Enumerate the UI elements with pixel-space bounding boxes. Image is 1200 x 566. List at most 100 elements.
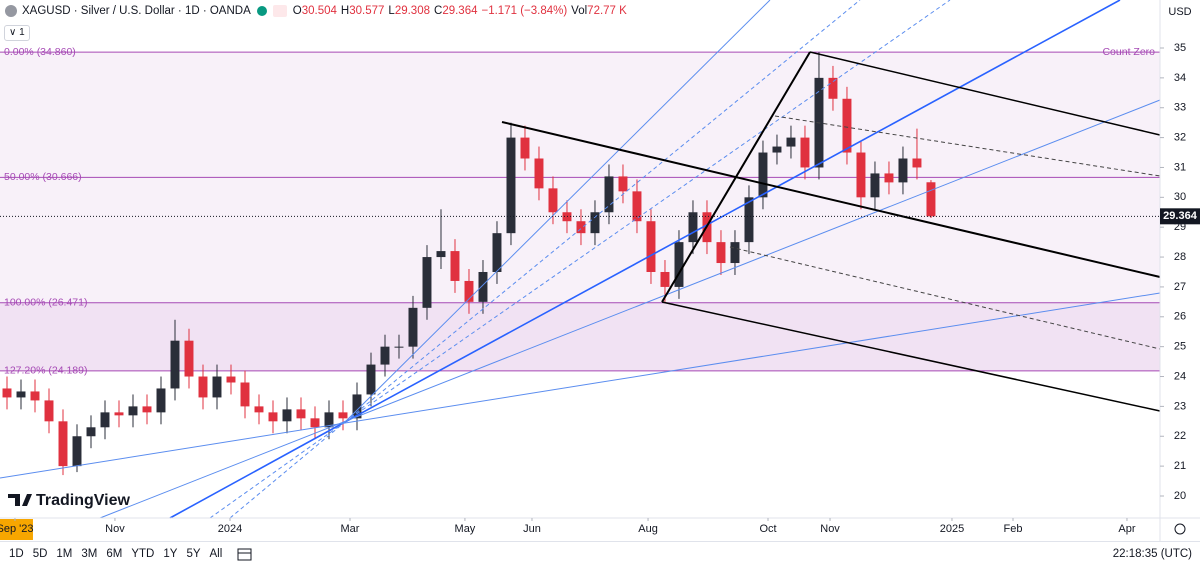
candle-body [758,152,768,198]
pitchfork-dashed [774,115,1161,177]
candle-body [562,212,572,222]
candle-body [674,242,684,287]
legend-row: XAGUSD · Silver / U.S. Dollar · 1D · OAN… [0,0,631,22]
range-button[interactable]: 1M [56,548,73,560]
drawings [0,0,1161,519]
candle-body [254,406,264,413]
indicators-toggle[interactable]: ∨ 1 [4,25,30,41]
candle-body [842,98,852,153]
fan-line [344,0,771,423]
candle-body [296,409,306,419]
x-tick-label: Nov [820,523,840,535]
range-button[interactable]: 3M [81,548,98,560]
x-tick-label: 2025 [940,523,964,535]
range-button[interactable]: 6M [106,548,123,560]
range-buttons: 1D 5D 1M 3M 6M YTD 1Y 5Y All [0,548,222,560]
status-icons [256,5,287,17]
chart: 0.00% (34.860) 50.00% (30.666) 100.00% (26… [0,0,1200,541]
candle-body [226,376,236,383]
y-tick-label: 22 [1174,430,1186,442]
logo-text: TradingView [36,492,131,509]
x-tick-label: Feb [1004,523,1023,535]
candle-body [128,406,138,416]
candle-body [408,307,418,347]
quote-value: 30.504 [301,5,337,17]
candle-body [576,221,586,234]
x-tick-label: Nov [105,523,125,535]
fib-label: 50.00% (30.666) [4,171,82,183]
candle-body [338,412,348,419]
range-button[interactable]: 1D [9,548,24,560]
range-button[interactable]: 5Y [186,548,201,560]
quote-value: −1.171 (−3.84%) [481,5,568,17]
pitchfork-lower [661,301,1161,412]
symbol[interactable]: XAGUSD · Silver / U.S. Dollar · 1D · OAN… [22,5,251,17]
candle-body [366,364,376,395]
quote-key: C [434,5,443,17]
indicator-count: 1 [19,27,25,38]
candle-body [72,436,82,467]
x-tick-label: Aug [638,523,658,535]
candle-body [100,412,110,428]
y-tick-label: 24 [1174,370,1186,382]
range-button[interactable]: YTD [131,548,155,560]
fib-band [0,52,1160,178]
candle-body [170,340,180,389]
candle-body [884,173,894,183]
range-button[interactable]: 5D [32,548,48,560]
candle-body [184,340,194,377]
candle-body [44,400,54,422]
fan-line [229,421,346,519]
last-price-badge [1160,208,1200,225]
candle-body [352,394,362,419]
fan-line [344,0,861,423]
quote-value: 29.364 [442,5,478,17]
range-button[interactable]: 1Y [163,548,178,560]
range-button[interactable]: All [209,548,223,560]
y-tick-label: 27 [1174,281,1186,293]
candle-body [268,412,278,422]
candle-layer [2,52,936,476]
y-tick-label: 30 [1174,191,1186,203]
candle-body [240,382,250,407]
y-tick-label: 34 [1174,72,1186,84]
pitchfork-median [501,121,1161,278]
candle-body [688,212,698,243]
candle-body [716,242,726,264]
candle-body [450,251,460,281]
candle-body [198,376,208,398]
x-tick-label: Oct [759,523,776,535]
currency: USD [1168,6,1191,18]
candle-body [660,271,670,287]
candle-body [534,158,544,189]
fib-band [0,177,1160,303]
quote-key: L [388,5,395,17]
calendar-icon[interactable] [236,546,254,562]
fib-layer [0,51,1160,372]
y-tick-label: 26 [1174,311,1186,323]
candle-body [422,257,432,308]
candle-body [436,251,446,258]
y-tick-label: 21 [1174,460,1186,472]
fib-label: 0.00% (34.860) [4,46,76,58]
x-tick-label: Mar [341,523,360,535]
y-tick-label: 33 [1174,102,1186,114]
y-tick-label: 28 [1174,251,1186,263]
trend-line [344,0,1121,423]
settings-icon[interactable] [1174,523,1186,535]
quote-value: 72.77 K [587,5,627,17]
y-tick-label: 20 [1174,490,1186,502]
pitchfork-upper [809,51,1161,136]
candle-body [30,391,40,401]
quote-key: H [340,5,350,17]
candle-body [16,391,26,398]
clock: 22:18:35 (UTC) [1112,548,1192,560]
candle-body [114,412,124,416]
candle-body [856,152,866,198]
y-tick-label: 31 [1174,161,1186,173]
candle-body [926,182,936,217]
candle-body [632,191,642,222]
candle-body [870,173,880,198]
candle-body [618,176,628,192]
